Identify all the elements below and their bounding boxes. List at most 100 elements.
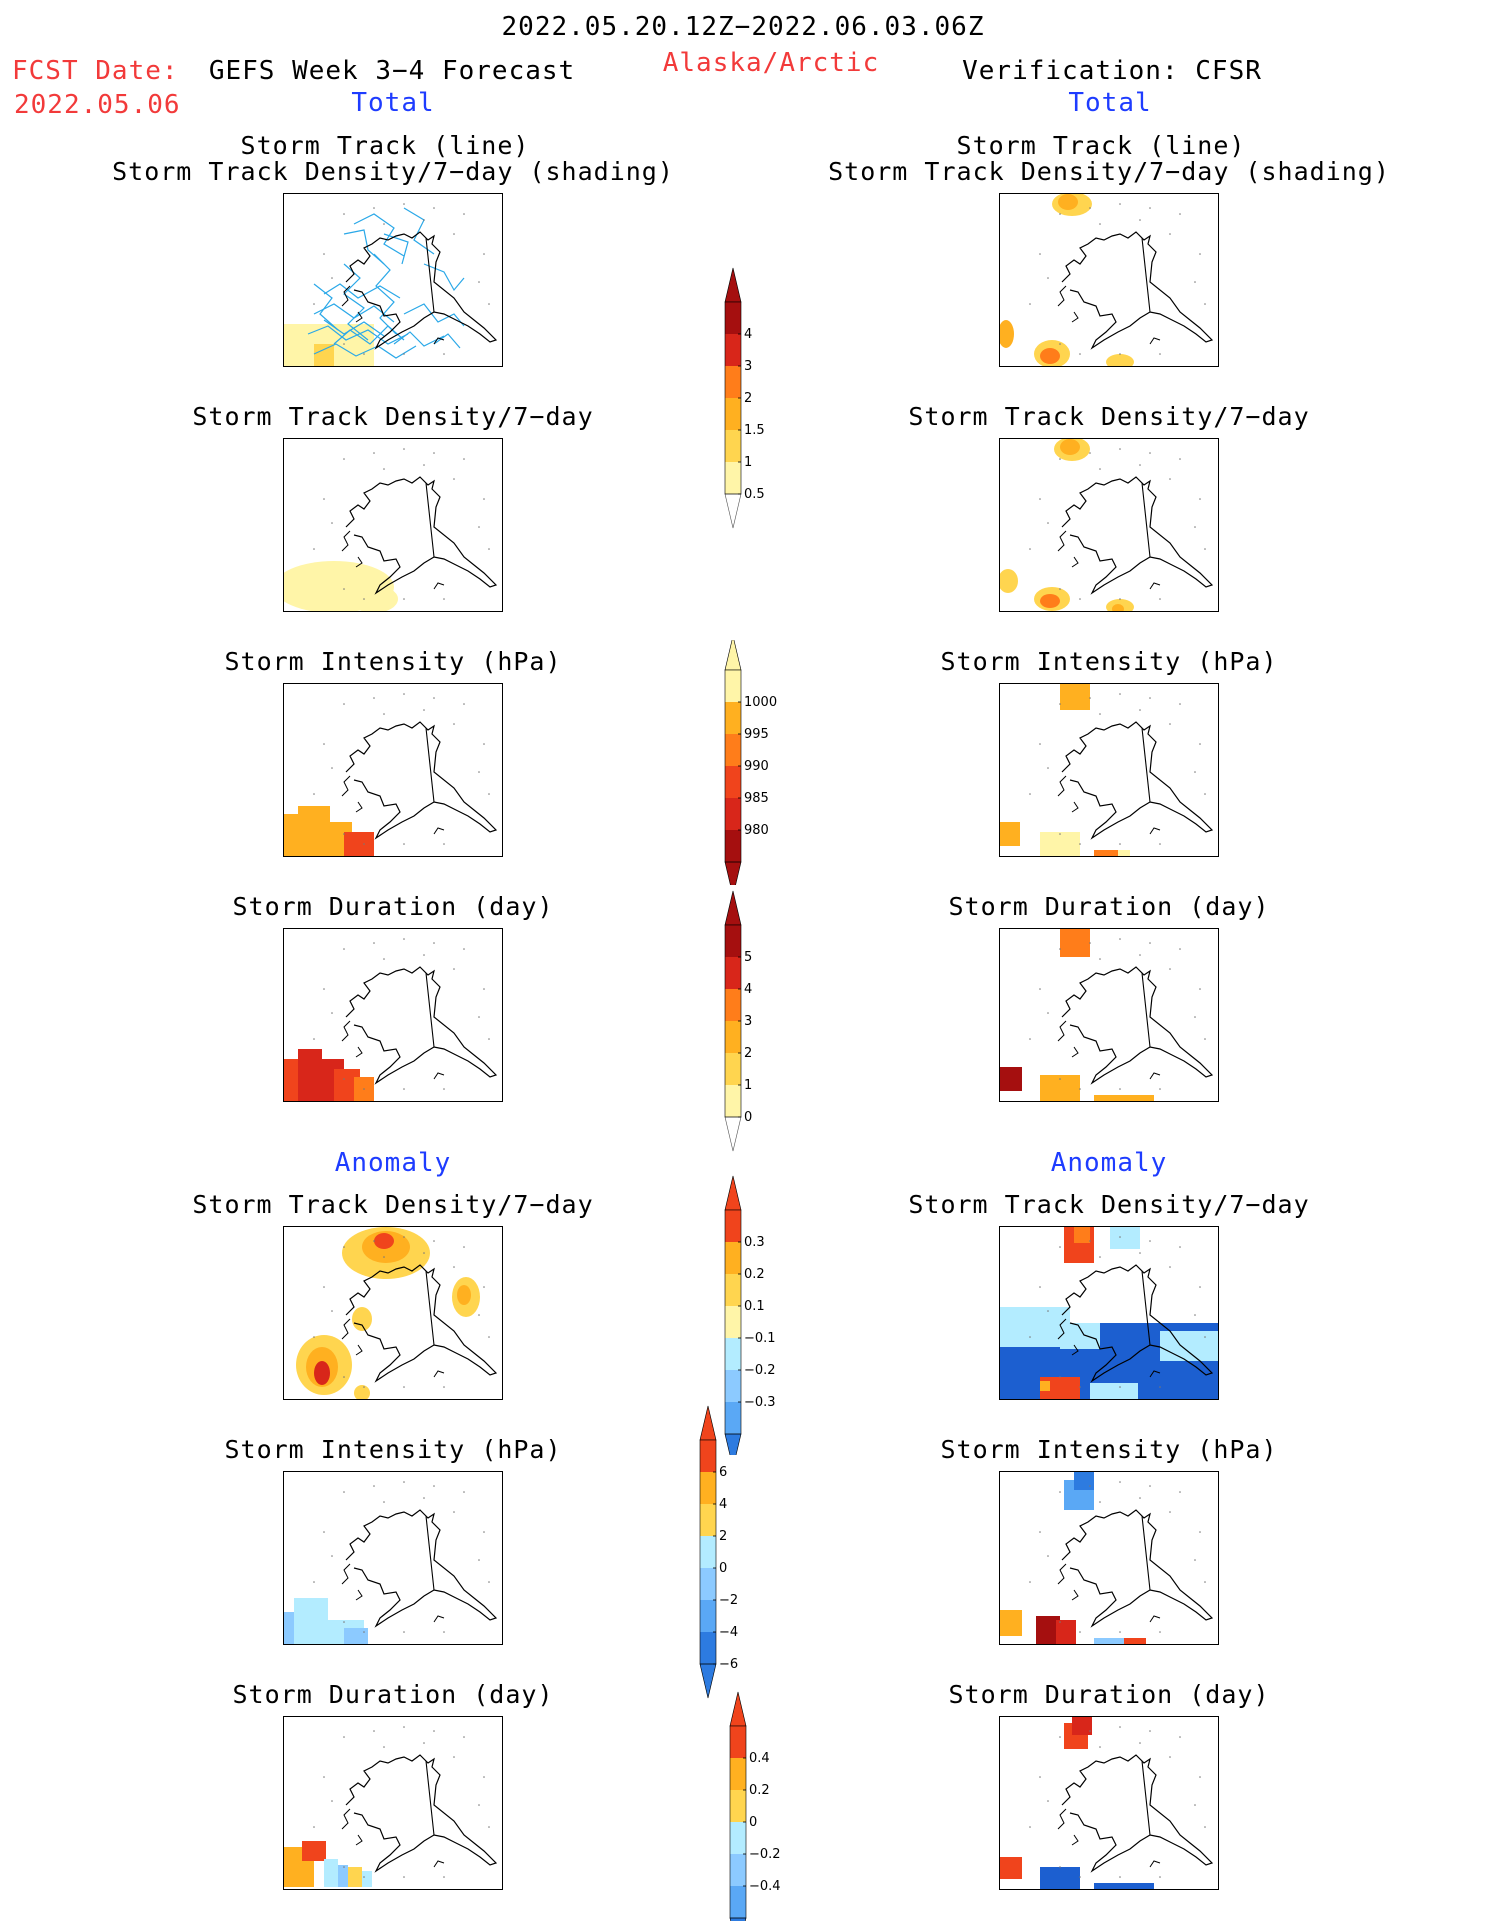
title-track-line-left: Storm Track (line) (240, 131, 530, 160)
title-intensity-right: Storm Intensity (hPa) (940, 647, 1278, 676)
colorbar-tick-label: 990 (744, 759, 769, 774)
map-forecast-track-line (283, 193, 503, 367)
map-verif-intensity (999, 683, 1219, 857)
graticule-dots (313, 1726, 490, 1878)
colorbar-tick-label: 2 (719, 1529, 727, 1544)
colorbar-intensity-total: 1000 995 990 985 980 (724, 640, 777, 885)
title-density-anom-left: Storm Track Density/7−day (192, 1190, 594, 1219)
title-duration-left: Storm Duration (day) (232, 892, 554, 921)
forecast-title: GEFS Week 3−4 Forecast (208, 56, 576, 86)
map-forecast-intensity-anom (283, 1471, 503, 1645)
colorbar-tick-label: 1 (744, 455, 752, 470)
map-verif-density-anom (999, 1226, 1219, 1400)
fcst-date-value: 2022.05.06 (14, 90, 181, 120)
alaska-coastline (341, 966, 498, 1085)
colorbar-tick-label: 980 (744, 823, 769, 838)
graticule-dots (1029, 448, 1206, 600)
shading-cells (284, 1049, 374, 1101)
shading-cells (1000, 929, 1154, 1101)
region-title: Alaska/Arctic (662, 48, 880, 78)
colorbar-tick-label: 0.2 (744, 1267, 765, 1282)
graticule-dots (313, 693, 490, 845)
map-forecast-duration (283, 928, 503, 1102)
border-line (425, 237, 435, 313)
colorbar-duration-total: 5 4 3 2 1 0 (724, 890, 752, 1152)
alaska-coastline (341, 231, 498, 350)
colorbar-tick-label: 4 (744, 327, 752, 342)
alaska-coastline (341, 721, 498, 840)
graticule-dots (313, 1481, 490, 1633)
graticule-dots (1029, 1236, 1206, 1388)
border-line (425, 1515, 435, 1591)
colorbar-tick-label: 995 (744, 727, 769, 742)
colorbar-density-anom: 0.3 0.2 0.1 −0.1 −0.2 −0.3 (724, 1175, 776, 1455)
shading-cells (284, 324, 374, 366)
border-line (1141, 1760, 1151, 1836)
colorbar-tick-label: 4 (719, 1497, 727, 1512)
shading-cells (1000, 1472, 1146, 1644)
map-verif-duration-anom (999, 1716, 1219, 1890)
graticule-dots (1029, 938, 1206, 1090)
border-line (1141, 237, 1151, 313)
total-label-right: Total (1068, 88, 1152, 118)
fcst-date-label: FCST Date: (12, 56, 179, 86)
alaska-coastline (1057, 1754, 1214, 1873)
colorbar-tick-label: −6 (719, 1657, 738, 1672)
shading-contours (296, 1227, 480, 1399)
graticule-dots (1029, 1481, 1206, 1633)
colorbar-tick-label: 0.2 (749, 1783, 770, 1798)
alaska-coastline (341, 1264, 498, 1383)
alaska-coastline (1057, 1264, 1214, 1383)
shading-contours (284, 561, 398, 611)
shading-cells (1000, 1717, 1154, 1889)
colorbar-tick-label: 0.3 (744, 1235, 765, 1250)
shading-contours (1000, 194, 1134, 366)
colorbar-tick-label: −0.3 (744, 1395, 776, 1410)
colorbar-density-total: 4 3 2 1.5 1 0.5 (724, 267, 765, 529)
border-line (1141, 727, 1151, 803)
title-density-right: Storm Track Density/7−day (908, 402, 1310, 431)
graticule-dots (313, 448, 490, 600)
shading-cells (1000, 684, 1130, 856)
map-forecast-intensity (283, 683, 503, 857)
title-duration-right: Storm Duration (day) (948, 892, 1270, 921)
total-label-left: Total (351, 88, 435, 118)
border-line (425, 1270, 435, 1346)
colorbar-tick-label: −4 (719, 1625, 738, 1640)
graticule-dots (313, 203, 490, 355)
map-forecast-duration-anom (283, 1716, 503, 1890)
colorbar-tick-label: 4 (744, 982, 752, 997)
colorbar-tick-label: 3 (744, 1014, 752, 1029)
colorbar-tick-label: −2 (719, 1593, 738, 1608)
title-duration-anom-left: Storm Duration (day) (232, 1680, 554, 1709)
colorbar-tick-label: 5 (744, 950, 752, 965)
colorbar-tick-label: 3 (744, 359, 752, 374)
alaska-coastline (341, 476, 498, 595)
shading-cells (284, 1841, 372, 1887)
shading-cells (284, 1598, 368, 1644)
alaska-coastline (1057, 231, 1214, 350)
title-intensity-left: Storm Intensity (hPa) (224, 647, 562, 676)
colorbar-tick-label: −0.4 (749, 1879, 781, 1894)
shading-contours (1000, 439, 1134, 611)
storm-tracks (307, 207, 465, 359)
period-title: 2022.05.20.12Z−2022.06.03.06Z (501, 12, 985, 42)
alaska-coastline (341, 1754, 498, 1873)
colorbar-intensity-anom: 6 4 2 0 −2 −4 −6 (699, 1405, 738, 1699)
title-density-anom-right: Storm Track Density/7−day (908, 1190, 1310, 1219)
colorbar-tick-label: 0.1 (744, 1299, 765, 1314)
alaska-coastline (341, 1509, 498, 1628)
colorbar-tick-label: −0.2 (744, 1363, 776, 1378)
colorbar-tick-label: 0 (719, 1561, 727, 1576)
colorbar-tick-label: 985 (744, 791, 769, 806)
colorbar-tick-label: 2 (744, 391, 752, 406)
colorbar-tick-label: 0.5 (744, 487, 765, 502)
shading-cells (1000, 1227, 1218, 1399)
border-line (1141, 972, 1151, 1048)
colorbar-tick-label: 0 (749, 1815, 757, 1830)
border-line (425, 972, 435, 1048)
shading-cells (284, 806, 374, 856)
colorbar-tick-label: 1.5 (744, 423, 765, 438)
border-line (425, 727, 435, 803)
colorbar-tick-label: −0.2 (749, 1847, 781, 1862)
